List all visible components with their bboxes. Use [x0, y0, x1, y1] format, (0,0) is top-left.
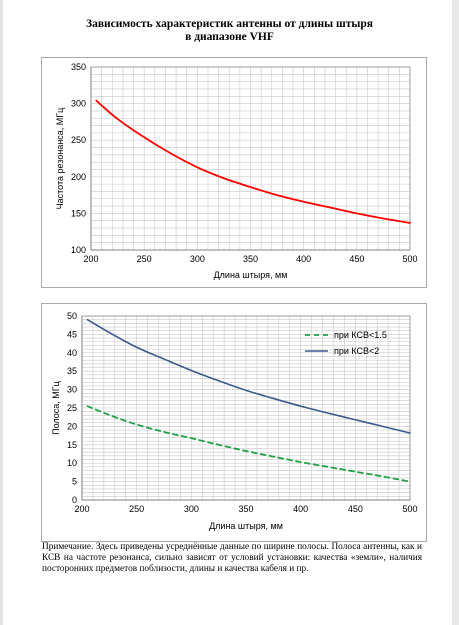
series-line-1-1: [95, 99, 411, 224]
y-tick-label: 250: [71, 135, 86, 145]
y-tick-label: 300: [71, 99, 86, 109]
x-tick-label: 350: [243, 254, 258, 264]
y-tick-label: 200: [71, 172, 86, 182]
series-line-2-2: [86, 318, 411, 434]
page-right-edge: [452, 0, 459, 625]
y-tick-label: 150: [71, 208, 86, 218]
x-tick-label: 450: [348, 504, 363, 514]
legend: при КСВ<1.5 при КСВ<2: [305, 330, 387, 356]
y-tick-label: 350: [71, 62, 86, 72]
y-tick-label: 30: [67, 385, 77, 395]
x-axis-title: Длина штыря, мм: [214, 270, 288, 280]
y-tick-label: 40: [67, 348, 77, 358]
y-tick-label: 50: [67, 311, 77, 321]
footnote: Примечание. Здесь приведены усреднённые …: [42, 542, 422, 575]
y-axis-title: Частота резонанса, МГц: [55, 108, 65, 210]
y-tick-label: 15: [67, 440, 77, 450]
y-tick-label: 45: [67, 329, 77, 339]
x-tick-label: 250: [129, 504, 144, 514]
x-axis-title: Длина штыря, мм: [209, 521, 283, 531]
x-tick-label: 400: [296, 254, 311, 264]
chart-2: 200 250 300 350 400 450 500 0 5 10 15 20 25 30 35 40 45 5…: [51, 311, 418, 531]
x-tick-label: 250: [137, 254, 152, 264]
x-tick-label: 300: [190, 254, 205, 264]
legend-label: при КСВ<2: [334, 346, 379, 356]
series-line-2-1: [86, 405, 411, 483]
y-axis-title: Полоса, МГц: [51, 381, 61, 435]
grid: [90, 66, 411, 251]
y-tick-label: 10: [67, 458, 77, 468]
x-tick-label: 200: [74, 504, 89, 514]
x-tick-label: 500: [402, 254, 417, 264]
y-tick-label: 5: [72, 477, 77, 487]
y-tick-label: 100: [71, 245, 86, 255]
y-tick-label: 35: [67, 366, 77, 376]
y-tick-label: 25: [67, 403, 77, 413]
x-tick-label: 400: [293, 504, 308, 514]
legend-label: при КСВ<1.5: [334, 330, 387, 340]
y-tick-label: 0: [72, 495, 77, 505]
page-left-edge: [0, 0, 3, 625]
x-tick-label: 450: [349, 254, 364, 264]
grid: [81, 315, 411, 501]
chart-1: 200 250 300 350 400 450 500 100 150 200 250 300 350 Д…: [55, 62, 418, 280]
x-tick-label: 350: [238, 504, 253, 514]
x-tick-label: 500: [402, 504, 417, 514]
document-title-line2: в диапазоне VHF: [185, 31, 274, 43]
y-tick-label: 20: [67, 421, 77, 431]
x-tick-label: 200: [83, 254, 98, 264]
x-tick-label: 300: [184, 504, 199, 514]
document-title-line1: Зависимость характеристик антенны от дли…: [86, 18, 373, 30]
